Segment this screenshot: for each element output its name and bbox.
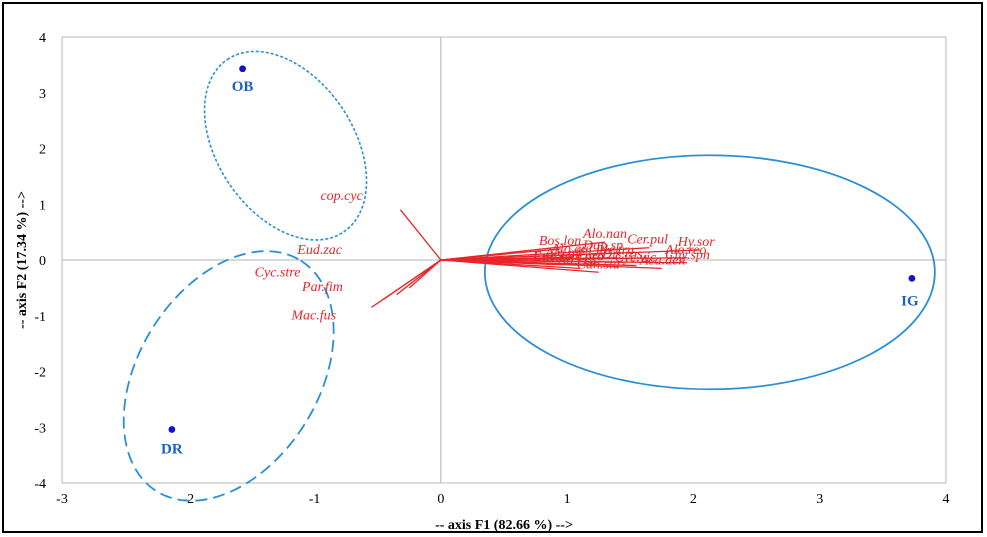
- y-tick-label: -4: [34, 477, 46, 492]
- x-tick-label: -2: [182, 492, 194, 507]
- y-tick-label: 1: [39, 198, 46, 213]
- y-tick-label: -3: [34, 421, 46, 436]
- y-tick-labels: 4 3 2 1 0 -1 -2 -3 -4: [34, 31, 46, 492]
- species-label: Dis.ros: [601, 247, 643, 262]
- species-label: Bos.lon: [539, 234, 581, 249]
- species-label: Chy.sph: [665, 248, 710, 263]
- species-label: Euc.serr.pro: [532, 249, 605, 264]
- species-label: Aca.den: [639, 253, 685, 268]
- ellipse-ob-group: [203, 50, 368, 241]
- axes-group: -3 -2 -1 0 1 2 3 4 4 3 2 1 0 -1 -2 -3 -4: [34, 31, 949, 507]
- species-label: Alo.gui: [550, 242, 592, 257]
- species-vector: [399, 209, 442, 261]
- species-vector: [371, 259, 442, 308]
- x-tick-labels: -3 -2 -1 0 1 2 3 4: [56, 492, 949, 507]
- x-tick-label: -3: [56, 492, 68, 507]
- site-label: IG: [901, 293, 919, 309]
- species-vector: [440, 259, 599, 273]
- site-label: DR: [161, 441, 183, 457]
- species-label: Can.sta: [577, 257, 620, 272]
- species-label: Ple.tru: [595, 243, 635, 258]
- x-tick-label: 4: [943, 492, 950, 507]
- species-label: Eud.zac: [296, 243, 343, 258]
- group-ellipses: [122, 50, 936, 502]
- species-label: Cyc.vic: [615, 251, 657, 266]
- species-label: Cyc.stre: [255, 266, 301, 281]
- species-label: Cer.pul: [627, 233, 668, 248]
- species-label: Dap.sp: [582, 238, 623, 253]
- species-vector: [440, 259, 662, 270]
- y-tick-label: -1: [34, 310, 46, 325]
- site-points: OB DR IG: [161, 65, 919, 457]
- ellipse-ig-group: [483, 154, 936, 391]
- x-tick-label: 3: [816, 492, 823, 507]
- species-label: Par.fim: [301, 280, 343, 295]
- species-vector: [440, 248, 561, 261]
- species-label: Mac.fus: [290, 308, 336, 323]
- site-point: [239, 65, 246, 73]
- species-label: Hy.sor: [677, 235, 716, 250]
- ellipse-dr-group: [122, 250, 335, 502]
- species-label: Alo.nan: [582, 227, 627, 242]
- species-label: Alo.rec: [664, 243, 706, 258]
- species-vector: [440, 259, 688, 264]
- y-tick-label: 2: [39, 143, 46, 158]
- species-label: cop.cyc: [320, 189, 363, 204]
- species-label: Att.cra: [557, 253, 597, 268]
- species-label: Alo.aff: [544, 246, 585, 261]
- x-tick-label: 1: [564, 492, 571, 507]
- y-tick-label: 0: [39, 254, 46, 269]
- site-point: [168, 426, 176, 433]
- x-axis-label: -- axis F1 (82.66 %) -->: [435, 518, 573, 533]
- x-tick-label: 0: [437, 492, 444, 507]
- x-tick-label: -1: [309, 492, 321, 507]
- species-vectors: [371, 209, 700, 308]
- x-tick-label: 2: [690, 492, 697, 507]
- site-point: [908, 274, 916, 282]
- y-tick-label: -2: [34, 366, 46, 381]
- species-vector: [440, 257, 688, 261]
- y-axis-label: -- axis F2 (17.34 %) -->: [15, 191, 30, 329]
- y-tick-label: 3: [39, 87, 46, 102]
- y-tick-label: 4: [39, 31, 46, 46]
- site-label: OB: [232, 79, 254, 95]
